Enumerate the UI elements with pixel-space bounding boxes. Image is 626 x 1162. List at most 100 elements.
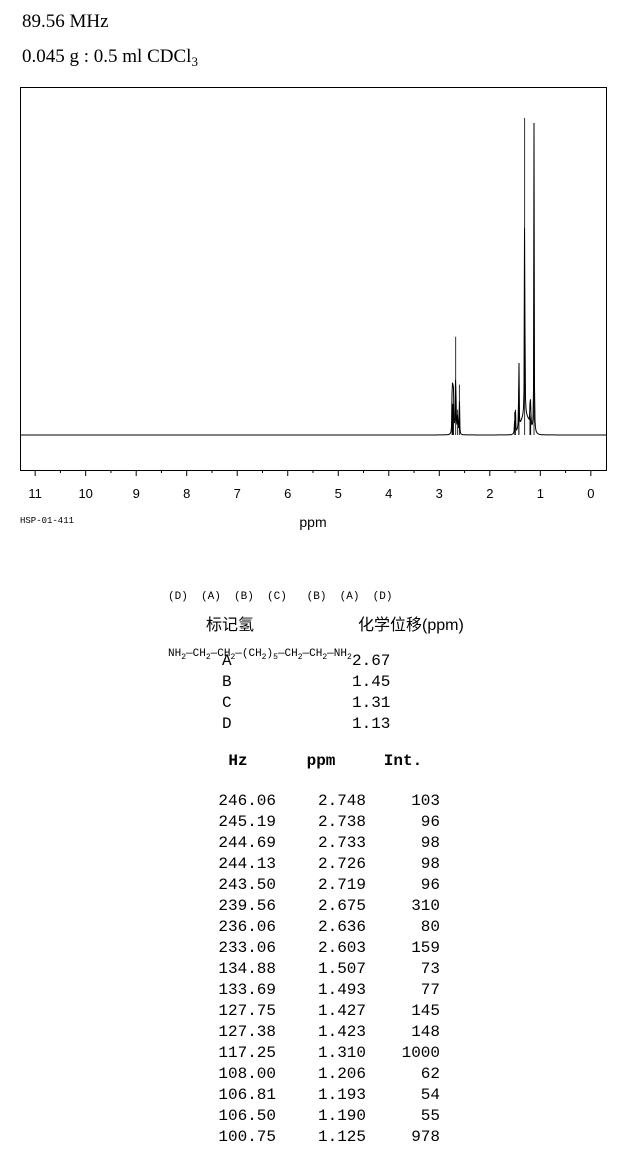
peak-hz: 127.38: [218, 1022, 276, 1041]
peak-hz: 134.88: [218, 959, 276, 978]
peak-intensity: 96: [420, 812, 440, 831]
peak-intensity: 310: [411, 896, 440, 915]
assignment-row: D 1.13: [212, 713, 452, 734]
x-axis-tick-labels: 11 10 9 8 7 6 5 4 3 2 1 0: [28, 486, 594, 501]
peak-ppm: 1.190: [317, 1106, 366, 1125]
peak-hz: 233.06: [218, 938, 276, 957]
assignment-shift: 1.13: [352, 714, 391, 733]
structure-labels: (D) (A) (B) (C) (B) (A) (D): [168, 591, 393, 603]
peak-ppm: 2.603: [317, 938, 366, 957]
peak-table-row: 108.00 1.206 62: [200, 1063, 440, 1084]
peak-table-row: 106.81 1.193 54: [200, 1084, 440, 1105]
sample-subscript: 3: [191, 54, 198, 69]
assignment-label: A: [222, 651, 232, 670]
peak-intensity: 98: [420, 854, 440, 873]
peak-table-row: 239.56 2.675 310: [200, 895, 440, 916]
x-tick-label: 5: [335, 486, 342, 501]
peak-table-row: 243.50 2.719 96: [200, 874, 440, 895]
x-tick-label: 9: [133, 486, 140, 501]
x-tick-label: 8: [183, 486, 190, 501]
x-tick-label: 3: [436, 486, 443, 501]
peak-table-row: 236.06 2.636 80: [200, 916, 440, 937]
peak-ppm: 2.636: [317, 917, 366, 936]
peak-hz: 239.56: [218, 896, 276, 915]
formula-part: —CH: [210, 648, 231, 660]
peak-table-row: 134.88 1.507 73: [200, 958, 440, 979]
x-tick-label: 7: [234, 486, 241, 501]
formula-subscript: 2: [322, 653, 328, 663]
x-tick-label: 1: [537, 486, 544, 501]
peak-hz: 244.13: [218, 854, 276, 873]
peak-intensity: 159: [411, 938, 440, 957]
assignment-shift: 1.31: [352, 693, 391, 712]
peak-ppm: 2.748: [317, 791, 366, 810]
peak-hz: 100.75: [218, 1127, 276, 1146]
formula-subscript: 2: [297, 653, 303, 663]
formula-part: —(CH: [235, 648, 262, 660]
formula-subscript: 5: [273, 653, 278, 663]
peak-table-header-hz: Hz: [228, 751, 248, 770]
assignment-row: C 1.31: [212, 692, 452, 713]
x-tick-label: 2: [486, 486, 493, 501]
peak-intensity: 80: [420, 917, 440, 936]
assignment-row: B 1.45: [212, 671, 452, 692]
structure-formula: (D) (A) (B) (C) (B) (A) (D) NH2—CH2—CH2—…: [168, 550, 392, 686]
peak-intensity: 145: [411, 1001, 440, 1020]
peak-intensity: 148: [411, 1022, 440, 1041]
peak-table-header-int: Int.: [383, 751, 423, 770]
peak-intensity: 54: [420, 1085, 440, 1104]
formula-subscript: 2: [261, 653, 267, 663]
sample-text: 0.045 g : 0.5 ml CDCl: [22, 46, 192, 67]
assignment-label: B: [222, 672, 232, 691]
peak-ppm: 2.738: [317, 812, 366, 831]
assignment-col1-header: 标记氢: [206, 617, 255, 634]
peak-ppm: 1.193: [317, 1085, 366, 1104]
peak-table-row: 117.25 1.310 1000: [200, 1042, 440, 1063]
peak-table: Hz ppm Int. 246.06 2.748 103 245.19 2.738 96 2…: [200, 750, 440, 1147]
peak-hz: 245.19: [218, 812, 276, 831]
nmr-spectrum-chart: 11 10 9 8 7 6 5 4 3 2 1 0 ppm: [20, 87, 607, 530]
peak-intensity: 96: [420, 875, 440, 894]
formula-part: —NH: [327, 648, 347, 660]
peak-ppm: 1.507: [317, 959, 366, 978]
assignment-label: C: [222, 693, 232, 712]
formula-part: —CH: [302, 648, 323, 660]
peak-marks: [451, 118, 535, 435]
peak-table-row: 127.75 1.427 145: [200, 1000, 440, 1021]
formula-subscript: 2: [230, 653, 236, 663]
formula-part: ): [266, 648, 274, 660]
x-tick-label: 6: [284, 486, 291, 501]
peak-ppm: 2.719: [317, 875, 366, 894]
peak-ppm: 1.310: [317, 1043, 366, 1062]
peak-hz: 246.06: [218, 791, 276, 810]
peak-intensity: 62: [420, 1064, 440, 1083]
peak-table-row: 106.50 1.190 55: [200, 1105, 440, 1126]
peak-table-row: 246.06 2.748 103: [200, 790, 440, 811]
peak-intensity: 103: [411, 791, 440, 810]
peak-intensity: 77: [420, 980, 440, 999]
peak-ppm: 1.493: [317, 980, 366, 999]
x-axis-ticks: [34, 470, 592, 476]
peak-hz: 236.06: [218, 917, 276, 936]
peak-intensity: 55: [420, 1106, 440, 1125]
peak-table-header-row: Hz ppm Int.: [200, 750, 440, 771]
peak-ppm: 1.423: [317, 1022, 366, 1041]
peak-ppm: 1.206: [317, 1064, 366, 1083]
x-tick-label: 10: [78, 486, 92, 501]
peak-table-row: 100.75 1.125 978: [200, 1126, 440, 1147]
peak-hz: 106.81: [218, 1085, 276, 1104]
sample-description: 0.045 g : 0.5 ml CDCl3: [22, 46, 198, 70]
formula-subscript: 2: [346, 653, 352, 663]
peak-table-row: 245.19 2.738 96: [200, 811, 440, 832]
peak-ppm: 2.726: [317, 854, 366, 873]
peak-intensity: 1000: [401, 1043, 440, 1062]
formula-part: —CH: [186, 648, 206, 660]
spectrometer-frequency: 89.56 MHz: [22, 11, 109, 32]
x-axis-label: ppm: [299, 514, 326, 530]
peak-table-row: 233.06 2.603 159: [200, 937, 440, 958]
structure-line: NH2—CH2—CH2—(CH2)5—CH2—CH2—NH2: [168, 645, 392, 667]
peak-ppm: 2.675: [317, 896, 366, 915]
assignment-table: A 2.67 B 1.45 C 1.31 D 1.13: [212, 650, 452, 734]
assignment-label: D: [222, 714, 232, 733]
x-tick-label: 11: [28, 486, 42, 501]
